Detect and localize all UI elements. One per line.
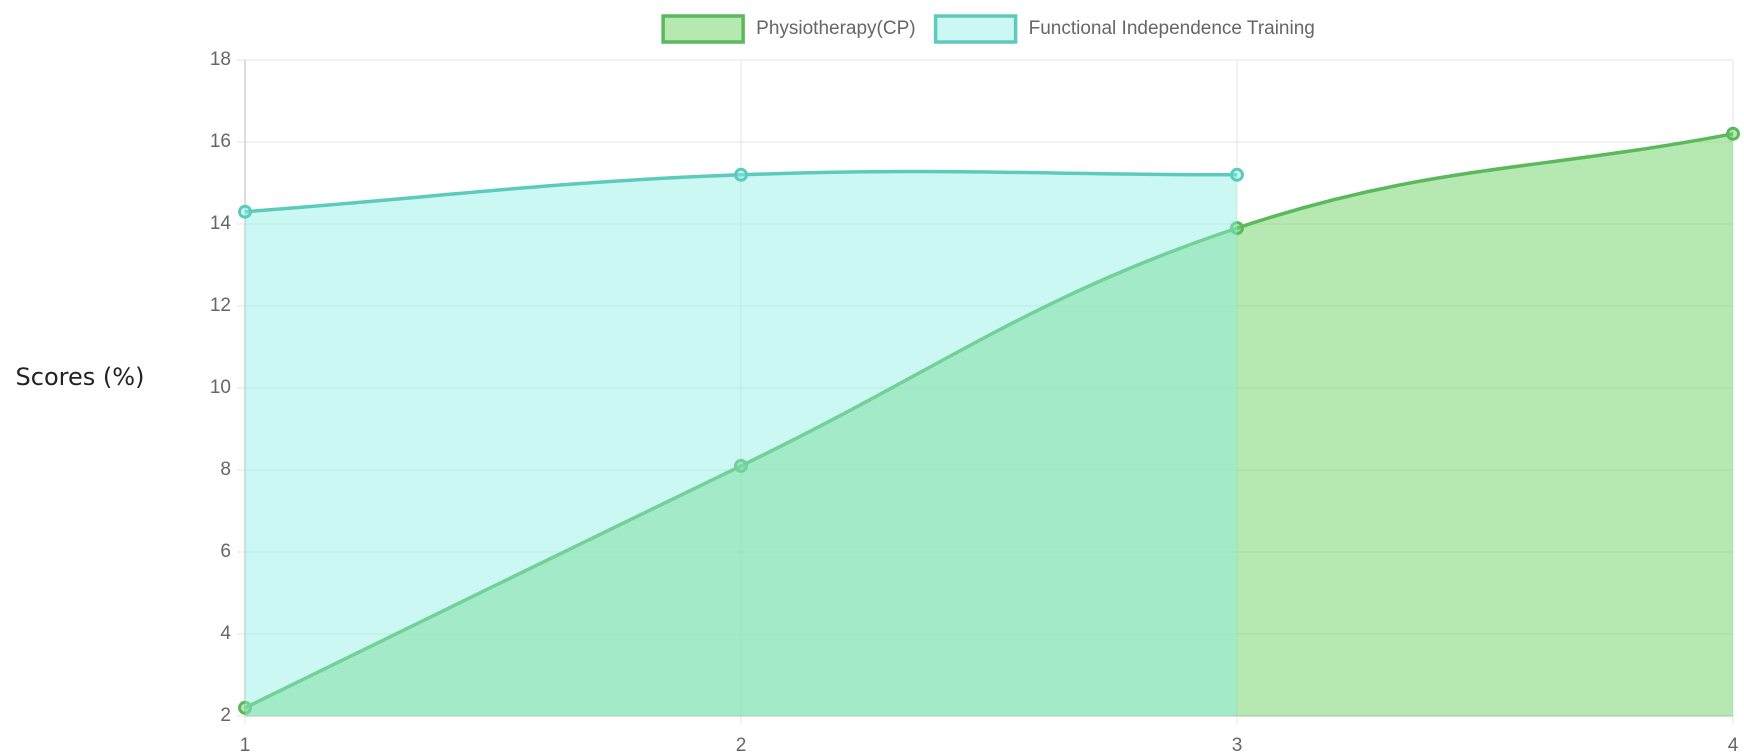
y-tick-label: 10 — [210, 377, 231, 398]
area — [245, 171, 1237, 716]
y-tick-label: 2 — [220, 705, 231, 726]
y-axis-label: Scores (%) — [16, 363, 145, 391]
legend-swatch — [661, 14, 745, 44]
y-tick-label: 6 — [220, 541, 231, 562]
y-tick-label: 18 — [210, 49, 231, 70]
x-tick-label: 4 — [1728, 735, 1739, 754]
point — [1230, 221, 1244, 236]
x-tick-label: 2 — [736, 735, 747, 754]
point — [238, 700, 252, 715]
point — [1726, 126, 1740, 141]
legend-swatch — [933, 14, 1018, 44]
line — [244, 169, 1238, 214]
point — [1230, 167, 1244, 182]
point — [734, 458, 748, 473]
x-tick-label: 1 — [240, 735, 251, 754]
y-tick-label: 8 — [220, 459, 231, 480]
legend-label: Physiotherapy(CP) — [756, 18, 915, 39]
legend-label: Functional Independence Training — [1029, 18, 1315, 39]
y-tick-label: 16 — [210, 131, 231, 152]
line — [244, 132, 1734, 710]
x-tick-label: 3 — [1232, 735, 1243, 754]
y-tick-label: 4 — [220, 623, 231, 644]
y-tick-label: 14 — [210, 213, 232, 234]
point — [238, 204, 252, 219]
point — [734, 167, 748, 182]
y-tick-label: 12 — [210, 295, 231, 316]
area — [245, 133, 1733, 717]
legend: Physiotherapy(CP) Functional Independence… — [661, 14, 1315, 44]
